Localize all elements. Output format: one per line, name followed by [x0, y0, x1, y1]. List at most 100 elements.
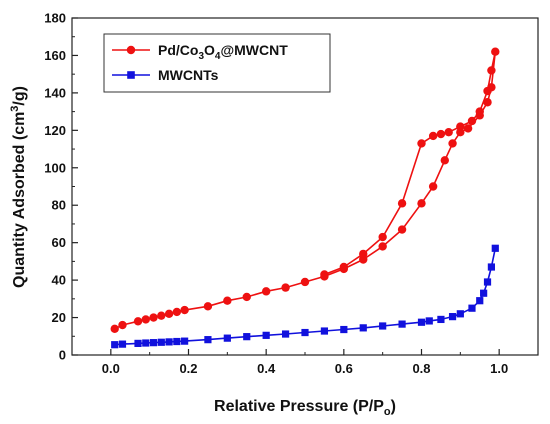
data-point: [379, 322, 387, 330]
data-point: [359, 249, 368, 259]
legend-marker-series-2: [127, 71, 135, 79]
data-point: [110, 324, 119, 333]
data-point: [111, 341, 119, 349]
data-point: [165, 338, 173, 346]
data-point: [467, 116, 477, 126]
data-point: [262, 331, 270, 339]
data-point: [261, 287, 271, 296]
x-axis-title: Relative Pressure (P/Po): [214, 398, 396, 418]
data-point: [476, 297, 484, 305]
data-point: [149, 339, 158, 347]
data-point: [448, 139, 457, 148]
data-point: [456, 310, 464, 318]
data-point: [437, 315, 445, 324]
data-point: [142, 339, 150, 347]
data-point: [397, 199, 407, 208]
data-point: [243, 333, 251, 341]
legend-label-part: @MWCNT: [220, 42, 288, 58]
data-point: [440, 156, 449, 165]
x-axis-title-text: Relative Pressure (P/P: [214, 398, 384, 415]
y-axis-title-superscript: 3: [9, 106, 21, 112]
data-point: [133, 317, 143, 326]
data-point: [149, 313, 158, 322]
data-point: [157, 311, 166, 320]
y-tick-label: 100: [44, 160, 66, 175]
y-tick-label: 0: [59, 348, 66, 363]
data-point: [359, 324, 367, 332]
data-point: [417, 199, 426, 208]
legend-label-series-1: Pd/Co3O4@MWCNT: [158, 42, 288, 62]
data-point: [203, 302, 213, 311]
x-axis-title-end: ): [391, 398, 396, 415]
y-tick-label: 140: [44, 85, 66, 100]
series-layer: [110, 47, 500, 349]
legend-label-subscript: 4: [215, 51, 221, 62]
data-point: [378, 232, 387, 242]
data-point: [491, 47, 500, 56]
data-point: [428, 131, 438, 141]
y-axis-title: Quantity Adsorbed (cm3/g): [9, 86, 28, 288]
legend-marker-series-1: [126, 45, 136, 55]
data-point: [487, 66, 496, 75]
data-point: [428, 182, 438, 191]
data-point: [468, 304, 476, 312]
data-point: [320, 327, 329, 335]
data-point: [417, 318, 426, 326]
data-point: [448, 313, 457, 321]
data-point: [301, 328, 309, 337]
y-axis-ticks: 0 20 40 60 80 100 120 140 160 180: [44, 11, 78, 363]
legend-label-subscript: 3: [198, 51, 204, 62]
data-point: [463, 124, 473, 133]
data-point: [444, 128, 453, 137]
data-point: [483, 98, 492, 107]
data-point: [281, 330, 290, 338]
data-point: [398, 320, 406, 328]
data-point: [417, 139, 426, 148]
legend-label-part: Pd/Co: [158, 42, 198, 58]
x-tick-label: 1.0: [490, 361, 508, 376]
y-tick-label: 80: [52, 198, 66, 213]
y-tick-label: 120: [44, 123, 66, 138]
data-point: [320, 270, 329, 279]
x-tick-label: 0.6: [335, 361, 353, 376]
data-point: [164, 309, 174, 319]
data-point: [172, 307, 182, 317]
data-point: [281, 283, 290, 292]
data-point: [118, 340, 127, 348]
y-tick-label: 40: [52, 273, 66, 288]
x-tick-label: 0.2: [179, 361, 197, 376]
data-point: [475, 107, 484, 116]
data-point: [223, 334, 231, 342]
y-tick-label: 20: [52, 310, 66, 325]
data-point: [340, 325, 348, 334]
x-tick-label: 0.8: [412, 361, 430, 376]
data-point: [204, 336, 212, 344]
data-point: [425, 317, 433, 325]
y-tick-label: 180: [44, 11, 66, 26]
y-axis-title-end: /g): [11, 86, 28, 106]
data-point: [118, 320, 127, 330]
data-point: [180, 305, 189, 315]
legend-label-part: O: [204, 42, 215, 58]
y-tick-label: 160: [44, 48, 66, 63]
data-point: [487, 263, 495, 271]
legend-label-series-2: MWCNTs: [158, 67, 219, 83]
data-point: [339, 262, 349, 272]
legend-box: [103, 33, 331, 93]
data-point: [483, 278, 492, 286]
data-point: [134, 339, 142, 347]
legend-label-part: MWCNTs: [158, 67, 219, 83]
y-axis-title-text: Quantity Adsorbed (cm: [11, 112, 28, 288]
data-point: [378, 242, 387, 251]
x-tick-label: 0.4: [257, 361, 276, 376]
data-point: [491, 244, 499, 252]
data-point: [436, 129, 446, 139]
data-point: [242, 292, 251, 302]
data-point: [181, 337, 189, 345]
data-point: [157, 338, 165, 346]
x-tick-label: 0.0: [102, 361, 120, 376]
series-line-1: [114, 50, 497, 330]
legend: Pd/Co3O4@MWCNT MWCNTs: [103, 33, 331, 93]
data-point: [173, 337, 181, 346]
